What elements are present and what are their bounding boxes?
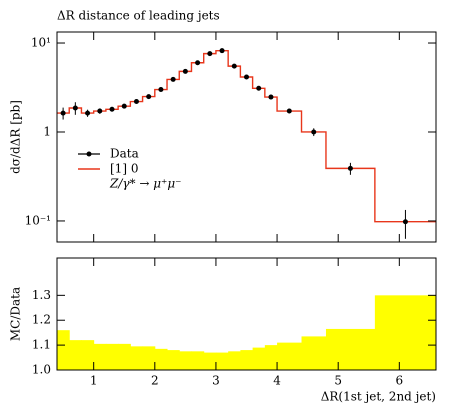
plot-frame <box>56 31 437 243</box>
x-tick-label: 5 <box>334 374 342 388</box>
ratio-band <box>277 342 303 370</box>
ratio-band <box>264 345 278 370</box>
data-point <box>121 103 127 109</box>
legend-label: [1] 0 <box>110 162 138 176</box>
ratio-band <box>215 352 229 370</box>
ratio-band <box>374 295 437 370</box>
chart-title: ΔR distance of leading jets <box>57 9 220 23</box>
y-axis-label: MC/Data <box>9 287 23 341</box>
ratio-band <box>325 328 376 370</box>
x-axis-label: ΔR(1st jet, 2nd jet) <box>321 390 436 404</box>
y-tick-label: 10⁻¹ <box>25 213 51 227</box>
ratio-band <box>252 347 266 370</box>
data-point <box>219 48 225 54</box>
data-point <box>402 219 408 225</box>
data-point <box>244 74 249 80</box>
data-point <box>109 106 115 112</box>
data-point <box>158 87 164 93</box>
y-tick-label: 1.3 <box>32 288 51 302</box>
ratio-band <box>118 343 131 370</box>
ratio-band <box>179 351 192 370</box>
ratio-band <box>142 346 156 370</box>
ratio-band <box>191 351 205 370</box>
y-tick-label: 1.2 <box>32 313 51 327</box>
data-point <box>286 108 292 114</box>
data-point <box>311 129 317 135</box>
plot-frame <box>56 257 437 371</box>
ratio-band <box>167 350 180 370</box>
data-point <box>72 105 78 111</box>
data-point <box>146 94 152 100</box>
data-point <box>231 63 237 69</box>
annotation: Z/γ* → μ⁺μ⁻ <box>109 177 182 191</box>
data-point <box>195 60 201 66</box>
y-tick-label: 1 <box>43 124 51 138</box>
ratio-band <box>105 343 119 370</box>
x-tick-label: 2 <box>151 374 159 388</box>
mc-line <box>57 49 436 223</box>
data-point <box>268 94 274 100</box>
ratio-band <box>154 348 168 370</box>
data-point <box>347 165 353 171</box>
ratio-band <box>203 352 217 370</box>
x-tick-label: 1 <box>90 374 98 388</box>
data-point <box>256 85 262 91</box>
ratio-band <box>81 340 95 370</box>
x-tick-label: 6 <box>396 374 404 388</box>
ratio-band <box>93 343 107 370</box>
y-tick-label: 1.0 <box>32 363 51 377</box>
ratio-band <box>228 351 241 370</box>
ratio-band <box>240 350 254 370</box>
y-tick-label: 10¹ <box>31 36 51 50</box>
data-point <box>170 76 176 82</box>
x-tick-label: 4 <box>273 374 281 388</box>
data-point <box>97 108 103 114</box>
data-point <box>133 99 139 105</box>
legend-marker <box>86 151 92 157</box>
ratio-band <box>69 340 82 370</box>
legend-label: Data <box>110 147 139 161</box>
y-axis-label: dσ/dΔR [pb] <box>9 100 23 174</box>
ratio-band <box>57 330 70 370</box>
ratio-band <box>301 336 327 370</box>
data-point <box>85 110 91 116</box>
x-tick-label: 3 <box>212 374 220 388</box>
data-point <box>182 68 188 74</box>
ratio-band <box>130 346 144 370</box>
data-point <box>60 110 66 116</box>
data-point <box>207 51 213 57</box>
y-tick-label: 1.1 <box>32 338 51 352</box>
